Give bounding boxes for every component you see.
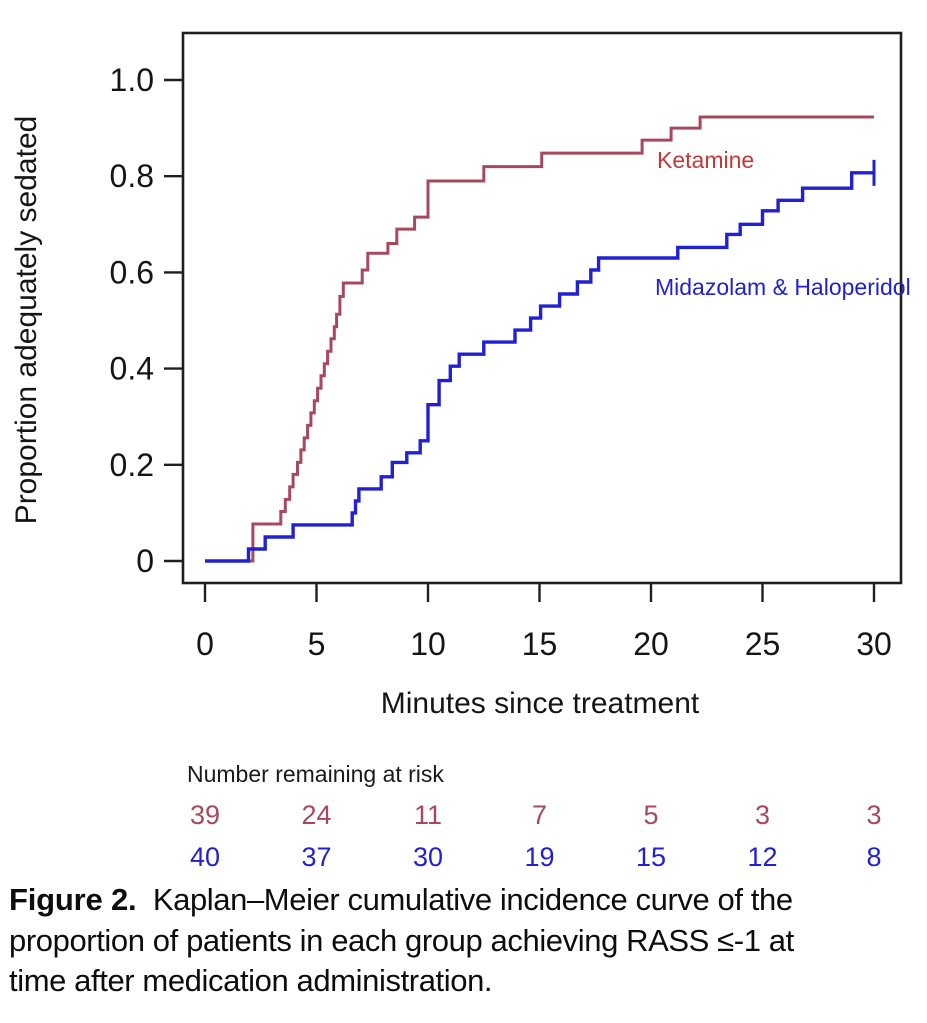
y-tick-label: 0.8	[110, 158, 154, 194]
y-tick-label: 0.6	[110, 254, 154, 290]
y-tick-label: 0.4	[110, 351, 154, 387]
x-tick-label: 5	[308, 626, 326, 662]
y-axis-ticks: 0 0.2 0.4 0.6 0.8 1.0	[110, 62, 183, 579]
risk-table-rows: 39 24 11 7 5 3 3 40 37 30 19 15 12 8	[190, 800, 882, 872]
risk-count: 8	[866, 842, 881, 872]
x-tick-label: 30	[856, 626, 892, 662]
x-tick-label: 0	[196, 626, 214, 662]
risk-count: 30	[413, 842, 443, 872]
risk-count: 40	[190, 842, 220, 872]
risk-count: 5	[643, 800, 658, 830]
risk-count: 7	[532, 800, 547, 830]
x-tick-label: 20	[633, 626, 669, 662]
risk-count: 39	[190, 800, 220, 830]
midazolam-curve	[205, 171, 874, 563]
figure-caption: Figure 2. Kaplan–Meier cumulative incide…	[9, 880, 921, 1002]
risk-count: 3	[755, 800, 770, 830]
x-axis-ticks: 0 5 10 15 20 25 30	[196, 583, 892, 662]
risk-count: 24	[301, 800, 331, 830]
x-tick-label: 25	[745, 626, 781, 662]
ketamine-curve-label: Ketamine	[657, 147, 754, 173]
caption-line-1: Kaplan–Meier cumulative incidence curve …	[152, 882, 793, 917]
figure-caption-label: Figure 2.	[9, 882, 137, 917]
risk-table-title: Number remaining at risk	[187, 761, 444, 787]
x-tick-label: 10	[410, 626, 446, 662]
risk-count: 12	[747, 842, 777, 872]
risk-count: 3	[866, 800, 881, 830]
ketamine-curve	[205, 115, 874, 563]
caption-line-2: proportion of patients in each group ach…	[9, 922, 794, 958]
risk-count: 37	[301, 842, 331, 872]
plot-border	[181, 31, 903, 585]
y-tick-label: 0	[136, 543, 154, 579]
y-tick-label: 0.2	[110, 447, 154, 483]
caption-line-3: time after medication administration.	[9, 963, 493, 999]
midazolam-curve-label: Midazolam & Haloperidol	[655, 274, 911, 300]
risk-count: 11	[414, 800, 442, 830]
risk-count: 15	[636, 842, 666, 872]
km-curves	[205, 115, 876, 563]
x-axis-title: Minutes since treatment	[381, 687, 700, 720]
x-tick-label: 15	[522, 626, 558, 662]
y-axis-title: Proportion adequately sedated	[10, 116, 43, 525]
km-chart: 0 0.2 0.4 0.6 0.8 1.0 0 5 10 15 20 25 30 Proportion…	[10, 31, 911, 872]
risk-count: 19	[524, 842, 554, 872]
y-tick-label: 1.0	[110, 62, 154, 98]
